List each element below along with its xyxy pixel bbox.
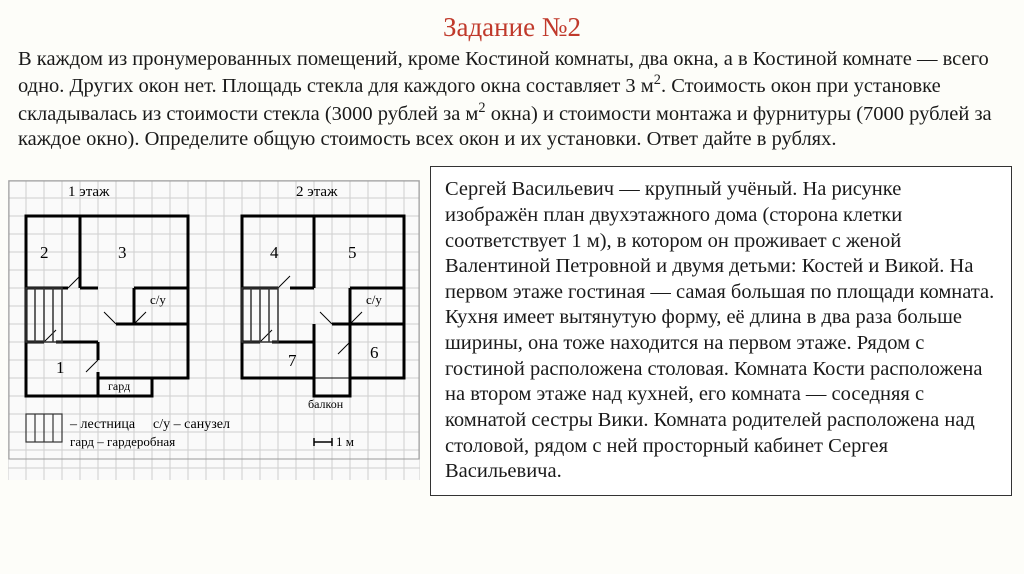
floor2-label: 2 этаж (296, 184, 338, 200)
page-title: Задание №2 (0, 0, 1024, 47)
svg-text:6: 6 (370, 343, 379, 362)
svg-text:7: 7 (288, 351, 297, 370)
svg-text:гард – гардеробная: гард – гардеробная (70, 434, 175, 449)
context-text: Сергей Васильевич — крупный учёный. На р… (430, 166, 1012, 496)
floor-plan: 1 этаж 2 этаж 2 3 1 4 5 6 7 с/у с/у гард… (8, 162, 420, 496)
svg-text:1: 1 (56, 358, 65, 377)
svg-text:гард: гард (108, 379, 130, 393)
svg-text:2: 2 (40, 243, 49, 262)
svg-text:1 м: 1 м (336, 434, 354, 449)
svg-text:4: 4 (270, 243, 279, 262)
svg-text:5: 5 (348, 243, 357, 262)
svg-text:с/у: с/у (150, 292, 166, 307)
svg-text:с/у – санузел: с/у – санузел (153, 417, 230, 432)
problem-text: В каждом из пронумерованных помещений, к… (0, 47, 1024, 162)
svg-text:– лестница: – лестница (69, 417, 136, 432)
lower-row: 1 этаж 2 этаж 2 3 1 4 5 6 7 с/у с/у гард… (0, 162, 1024, 496)
svg-text:балкон: балкон (308, 397, 344, 411)
svg-text:с/у: с/у (366, 292, 382, 307)
svg-text:3: 3 (118, 243, 127, 262)
floor1-label: 1 этаж (68, 184, 110, 200)
